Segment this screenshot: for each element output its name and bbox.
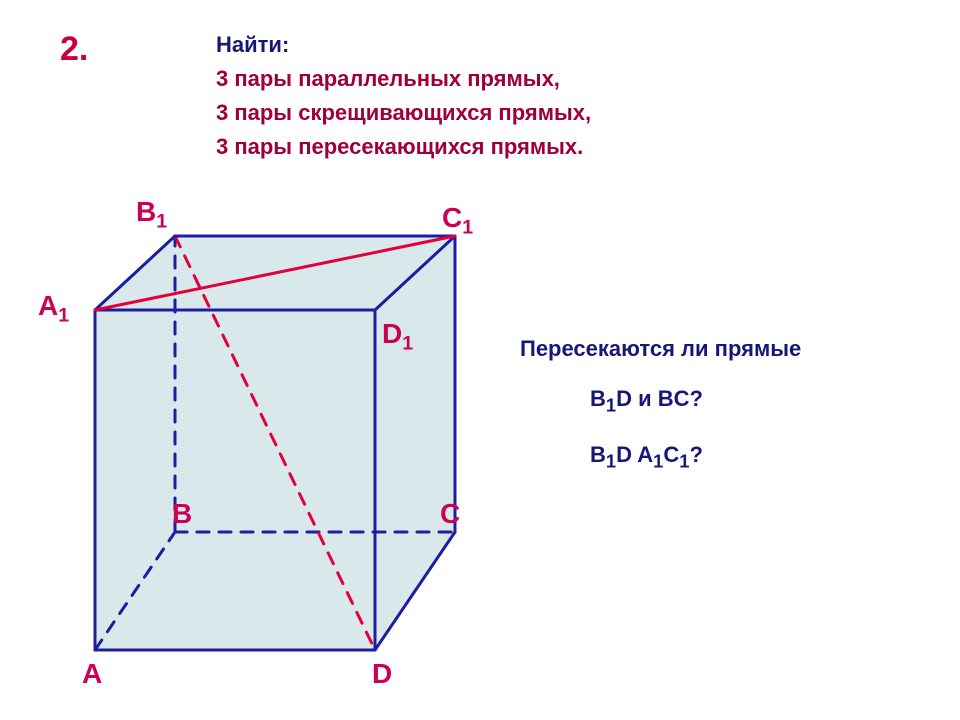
vertex-label-A: A xyxy=(82,658,102,690)
cube-diagram xyxy=(0,0,960,720)
vertex-label-D: D xyxy=(372,658,392,690)
vertex-label-B1: B1 xyxy=(136,196,167,234)
vertex-label-C: C xyxy=(440,498,460,530)
vertex-label-A1: A1 xyxy=(38,290,69,328)
stage: 2. Найти: 3 пары параллельных прямых, 3 … xyxy=(0,0,960,720)
vertex-label-C1: C1 xyxy=(442,202,473,240)
vertex-label-D1: D1 xyxy=(382,318,413,356)
vertex-label-B: B xyxy=(172,498,192,530)
